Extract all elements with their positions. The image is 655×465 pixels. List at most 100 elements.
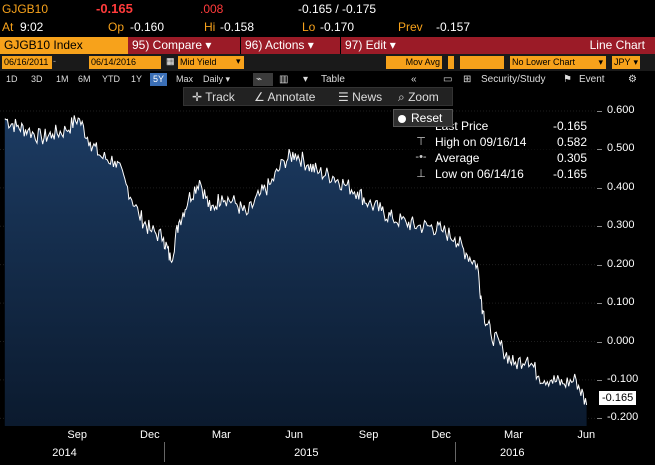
chart-type-label: Line Chart	[589, 38, 645, 52]
y-tick-mark	[597, 149, 602, 151]
actions-button[interactable]: 96) Actions ▾	[240, 37, 340, 54]
reset-button[interactable]: Reset	[393, 109, 453, 127]
chevron-down-icon: ▾	[633, 57, 638, 67]
field-select-value: Mid Yield	[180, 57, 217, 67]
security-title: GJGB10 Index	[0, 37, 128, 54]
chart-style-icon[interactable]: ▥	[279, 74, 289, 85]
chevron-down-icon: ▾	[205, 38, 212, 52]
period-1d[interactable]: 1D	[6, 74, 18, 84]
chevron-down-icon[interactable]: ▾	[303, 74, 309, 85]
y-tick-label: 0.300	[607, 219, 635, 232]
edit-button[interactable]: 97) Edit ▾	[340, 37, 408, 54]
y-tick-mark	[597, 303, 602, 305]
y-tick-label: 0.000	[607, 334, 635, 347]
security-study-button[interactable]: Security/Study	[481, 74, 546, 85]
period-5y[interactable]: 5Y	[150, 73, 168, 86]
bid-ask: -0.165 / -0.175	[298, 2, 377, 16]
period-3d[interactable]: 3D	[31, 74, 43, 84]
compare-label: 95) Compare	[132, 38, 203, 52]
y-tick-label: -0.100	[607, 372, 639, 385]
period-max[interactable]: Max	[176, 74, 194, 84]
field-select[interactable]: Mid Yield	[178, 56, 244, 69]
y-axis: 0.600 0.500 0.400 0.300 0.200 0.100 0.000 -0.10…	[597, 88, 655, 426]
quote-details: At 9:02 Op -0.160 Hi -0.158 Lo -0.170 Pr…	[0, 19, 655, 37]
high-value: -0.158	[220, 20, 255, 34]
news-label: News	[352, 90, 383, 104]
x-month-label: Sep	[358, 429, 379, 441]
price-chart[interactable]	[0, 88, 597, 426]
period-6m[interactable]: 6M	[78, 74, 91, 84]
y-tick-mark	[597, 379, 602, 381]
annotate-button[interactable]: ∠ Annotate	[254, 90, 315, 104]
y-tick-mark	[597, 226, 602, 228]
edit-label: 97) Edit	[345, 38, 387, 52]
low-value: -0.170	[320, 20, 355, 34]
y-tick-label: 0.100	[607, 296, 635, 309]
x-year-label: 2014	[52, 447, 77, 459]
calendar-icon[interactable]: ▦	[166, 56, 175, 66]
mov-avg-toggle[interactable]	[448, 56, 454, 69]
start-date-field[interactable]: 06/16/2011	[2, 56, 52, 69]
compare-button[interactable]: 95) Compare ▾	[128, 37, 240, 54]
year-separator	[163, 442, 165, 462]
track-button[interactable]: ✛ Track	[192, 90, 235, 104]
chart-inputs: 06/16/2011 - 06/14/2016 ▦ Mid Yield ▾ Mo…	[0, 54, 655, 71]
frequency-select[interactable]: Daily ▾	[200, 73, 233, 86]
y-tick-label: 0.400	[607, 180, 635, 193]
currency-value: JPY	[614, 57, 631, 67]
chevron-down-icon: ▾	[225, 74, 231, 84]
line-chart-icon[interactable]: ⌁	[253, 73, 273, 86]
end-date-field[interactable]: 06/14/2016	[89, 56, 161, 69]
pencil-icon: ∠	[254, 90, 265, 104]
lower-chart-select[interactable]: No Lower Chart ▾	[510, 56, 606, 69]
gear-icon[interactable]: ⚙	[628, 74, 637, 85]
layout-icon[interactable]: ▭	[443, 74, 453, 85]
magnifier-icon: ⌕	[398, 90, 405, 104]
crosshair-icon: ✛	[192, 90, 203, 104]
chart-toolbar: ✛ Track ∠ Annotate ☰ News ⌕ Zoom	[183, 87, 453, 106]
low-marker-icon: ⊥	[416, 168, 426, 180]
low-label: Lo	[302, 20, 316, 34]
collapse-icon[interactable]: «	[411, 74, 417, 85]
track-label: Track	[205, 90, 235, 104]
date-separator: -	[53, 56, 56, 66]
price-area	[4, 115, 587, 426]
legend-high-value: 0.582	[556, 135, 587, 149]
y-tick-mark	[597, 341, 602, 343]
mov-avg-value[interactable]	[460, 56, 504, 69]
period-1m[interactable]: 1M	[56, 74, 69, 84]
y-tick-mark	[597, 264, 602, 266]
open-value: -0.160	[130, 20, 165, 34]
period-ytd[interactable]: YTD	[102, 74, 120, 84]
reset-icon	[398, 115, 406, 123]
prev-value: -0.157	[436, 20, 471, 34]
quote-line: GJGB10 -0.165 .008 -0.165 / -0.175	[0, 0, 655, 19]
period-bar: 1D 3D 1M 6M YTD 1Y 5Y Max Daily ▾ ⌁ ▥ ▾ …	[0, 71, 655, 88]
event-button[interactable]: Event	[579, 74, 605, 85]
security-study-icon[interactable]: ⊞	[463, 74, 472, 85]
x-year-label: 2015	[294, 447, 319, 459]
event-icon[interactable]: ⚑	[563, 74, 572, 85]
time-label: At	[2, 20, 14, 34]
y-tick-mark	[597, 418, 602, 420]
table-button[interactable]: Table	[321, 74, 345, 85]
annotate-label: Annotate	[267, 90, 316, 104]
last-price-tag: -0.165	[599, 391, 637, 405]
zoom-button[interactable]: ⌕ Zoom	[398, 90, 439, 105]
x-month-label: Mar	[503, 429, 523, 441]
period-1y[interactable]: 1Y	[131, 74, 143, 84]
y-tick-label: 0.500	[607, 142, 635, 155]
mov-avg-field[interactable]: Mov Avg	[386, 56, 442, 69]
legend-avg-value: 0.305	[556, 151, 587, 165]
last-price: -0.165	[96, 1, 133, 16]
x-axis: Sep Dec Mar Jun Sep Dec Mar Jun 2014 2015 2016	[0, 426, 655, 465]
legend-low-value: -0.165	[552, 167, 587, 181]
actions-label: 96) Actions	[245, 38, 305, 52]
news-button[interactable]: ☰ News	[338, 90, 382, 104]
time-value: 9:02	[20, 20, 44, 34]
high-marker-icon: ⊤	[416, 136, 426, 148]
function-bar: GJGB10 Index 95) Compare ▾ 96) Actions ▾…	[0, 37, 655, 54]
chevron-down-icon: ▾	[598, 57, 603, 67]
currency-select[interactable]: JPY ▾	[612, 56, 640, 69]
year-separator	[454, 442, 456, 462]
